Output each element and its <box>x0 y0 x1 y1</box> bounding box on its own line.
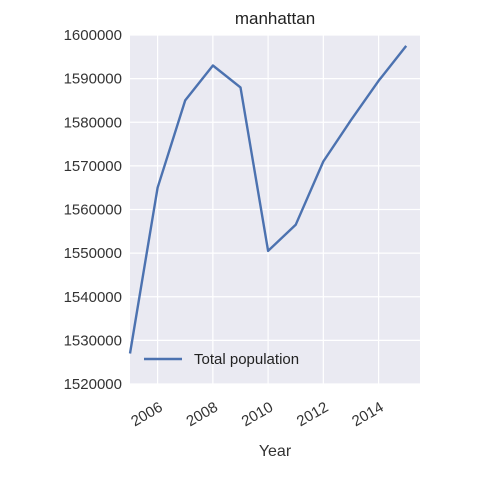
x-tick-label: 2012 <box>294 399 331 430</box>
y-tick-label: 1560000 <box>64 202 122 219</box>
y-tick-label: 1600000 <box>64 27 122 44</box>
x-axis-label: Year <box>259 443 292 460</box>
series-line-total-population <box>128 45 408 354</box>
x-tick-label: 2008 <box>183 399 220 430</box>
chart-title: manhattan <box>235 9 315 28</box>
y-tick-label: 1580000 <box>64 114 122 131</box>
x-tick-label: 2014 <box>349 399 386 430</box>
legend-label: Total population <box>194 351 299 368</box>
series-layer <box>128 45 408 354</box>
x-tick-label: 2006 <box>128 399 165 430</box>
y-tick-label: 1530000 <box>64 332 122 349</box>
x-tick-label: 2010 <box>239 399 276 430</box>
y-tick-label: 1540000 <box>64 289 122 306</box>
y-tick-label: 1520000 <box>64 376 122 393</box>
y-tick-label: 1590000 <box>64 71 122 88</box>
y-tick-label: 1550000 <box>64 245 122 262</box>
y-tick-labels: 1520000 1530000 1540000 1550000 1560000 15700… <box>64 27 122 393</box>
y-tick-label: 1570000 <box>64 158 122 175</box>
legend: Total population <box>144 351 299 368</box>
x-tick-labels: 2006 2008 2010 2012 2014 <box>128 399 386 430</box>
y-gridlines <box>130 34 420 385</box>
x-gridlines <box>157 35 380 384</box>
